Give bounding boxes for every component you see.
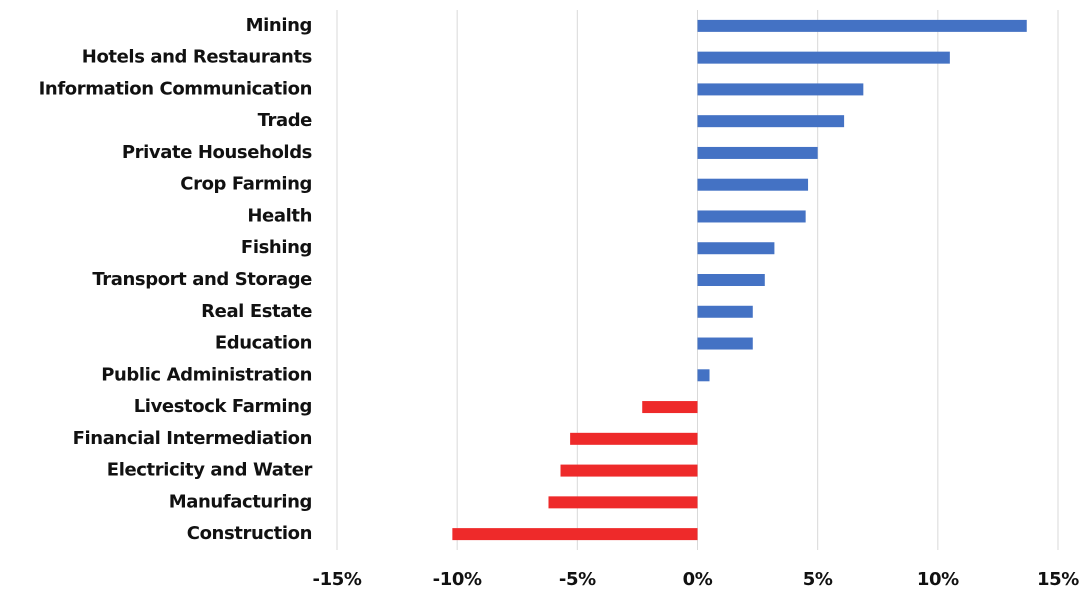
y-tick-label: Education [215,333,312,354]
x-tick-label: 5% [803,569,833,590]
y-tick-label: Crop Farming [180,174,312,195]
bar [697,210,806,223]
bar [697,242,775,255]
y-tick-label: Fishing [241,237,312,258]
y-tick-label: Livestock Farming [134,396,312,417]
y-tick-label: Mining [246,15,312,36]
y-tick-label: Real Estate [201,301,312,322]
bar [560,464,698,477]
bar [697,274,765,286]
x-tick-label: -5% [559,569,596,590]
y-tick-label: Hotels and Restaurants [82,47,312,68]
x-tick-label: 10% [917,569,959,590]
y-tick-label: Health [247,205,312,226]
bar [697,337,753,350]
bar [570,432,698,445]
bar [642,401,698,414]
bar [697,19,1027,32]
y-tick-label: Public Administration [101,364,312,385]
y-tick-label: Financial Intermediation [73,428,312,449]
y-tick-label: Private Households [122,142,312,163]
x-tick-label: -10% [433,569,482,590]
x-tick-label: 0% [683,569,713,590]
y-tick-label: Transport and Storage [92,269,312,290]
bar [452,528,698,541]
bar [697,83,864,96]
bar [548,496,698,509]
y-tick-label: Manufacturing [169,491,312,512]
bar [697,178,809,191]
y-tick-label: Electricity and Water [107,460,313,481]
bar [697,115,845,128]
bar [697,369,710,382]
x-tick-label: 15% [1037,569,1079,590]
bar [697,305,753,318]
x-tick-label: -15% [313,569,362,590]
y-tick-label: Information Communication [39,78,312,99]
y-tick-label: Construction [187,523,312,544]
bar [697,146,818,159]
y-tick-label: Trade [258,110,313,131]
bar [697,51,950,64]
